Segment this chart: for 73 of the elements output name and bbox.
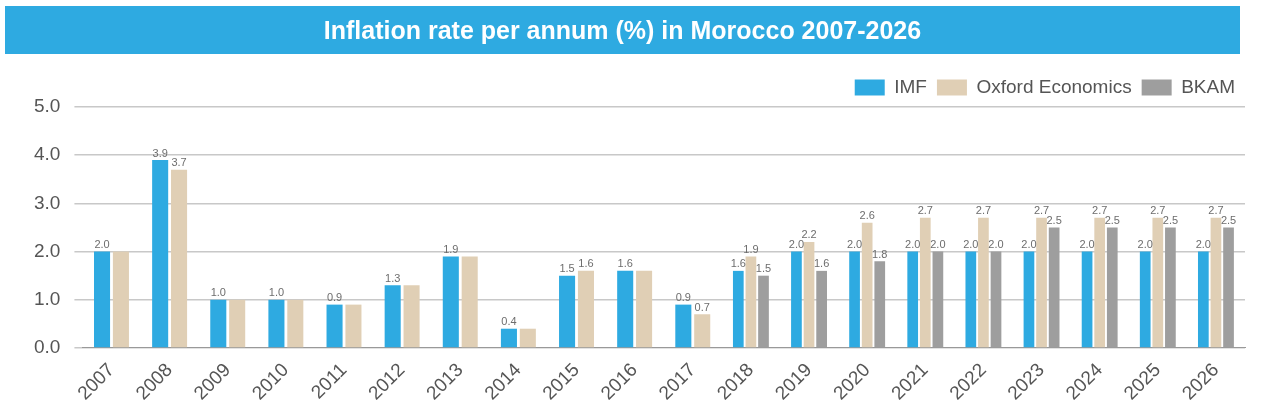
data-label: 1.5	[559, 262, 575, 275]
data-label: 2.0	[930, 238, 946, 251]
data-label: 2.5	[1104, 214, 1120, 227]
data-label: 1.3	[385, 271, 401, 284]
bar	[384, 285, 401, 348]
data-label: 2.0	[1021, 238, 1037, 251]
data-label: 0.7	[694, 300, 710, 313]
legend-label: IMF	[894, 75, 927, 97]
data-label: 2.0	[1079, 238, 1095, 251]
bar	[694, 314, 711, 348]
data-label: 1.6	[617, 257, 633, 270]
bar	[403, 285, 420, 348]
data-label: 2.0	[1137, 238, 1153, 251]
y-tick-label: 2.0	[33, 239, 61, 261]
data-label: 1.0	[268, 286, 285, 299]
data-label: 2.6	[859, 209, 875, 222]
bar	[559, 275, 576, 348]
data-label: 1.9	[443, 242, 459, 255]
data-label: 1.6	[578, 257, 594, 270]
bar	[577, 270, 594, 348]
data-label: 2.7	[975, 204, 992, 217]
data-label: 3.9	[152, 146, 168, 159]
y-tick-label: 1.0	[33, 288, 61, 310]
data-label: 2.7	[1092, 204, 1108, 217]
bar	[152, 160, 169, 348]
data-label: 2.0	[988, 238, 1004, 251]
data-label: 2.0	[963, 238, 979, 251]
bar	[442, 256, 459, 348]
bar	[326, 304, 343, 348]
data-label: 1.6	[730, 257, 746, 270]
data-label: 2.5	[1046, 214, 1062, 227]
data-label: 0.9	[326, 291, 343, 304]
bar	[500, 328, 517, 348]
bar	[171, 169, 188, 348]
data-label: 2.5	[1220, 214, 1237, 227]
bar	[210, 299, 227, 348]
data-label: 2.7	[1208, 204, 1224, 217]
data-label: 1.5	[755, 262, 772, 275]
bar	[287, 299, 304, 348]
data-label: 2.7	[1033, 204, 1050, 217]
data-label: 2.7	[1150, 204, 1166, 217]
legend-label: Oxford Economics	[976, 75, 1132, 97]
bar	[461, 256, 478, 348]
data-label: 1.6	[813, 257, 830, 270]
bar	[345, 304, 362, 348]
data-label: 2.0	[788, 238, 805, 251]
data-label: 1.9	[743, 242, 759, 255]
y-tick-label: 3.0	[33, 191, 61, 213]
data-label: 1.0	[210, 286, 226, 299]
bar	[636, 270, 653, 348]
bar	[519, 328, 536, 348]
data-label: 2.2	[801, 228, 817, 241]
data-label: 2.0	[1195, 238, 1211, 251]
data-label: 2.7	[917, 204, 933, 217]
data-label: 0.4	[501, 315, 517, 328]
bar	[617, 270, 634, 348]
bar	[675, 304, 692, 348]
data-label: 2.5	[1162, 214, 1179, 227]
bar	[229, 299, 246, 348]
y-tick-label: 5.0	[33, 95, 61, 117]
data-label: 2.0	[94, 238, 110, 251]
data-label: 2.0	[846, 238, 863, 251]
bar	[112, 251, 129, 348]
bar	[94, 251, 111, 348]
bar	[268, 299, 285, 348]
y-tick-label: 0.0	[33, 336, 61, 358]
data-label: 3.7	[171, 156, 187, 169]
chart-title: Inflation rate per annum (%) in Morocco 2007-2026	[5, 6, 1240, 54]
data-label: 2.0	[905, 238, 921, 251]
data-label: 1.8	[872, 247, 888, 260]
data-label: 0.9	[675, 291, 691, 304]
legend-label: BKAM	[1181, 75, 1236, 97]
y-tick-label: 4.0	[33, 143, 61, 165]
